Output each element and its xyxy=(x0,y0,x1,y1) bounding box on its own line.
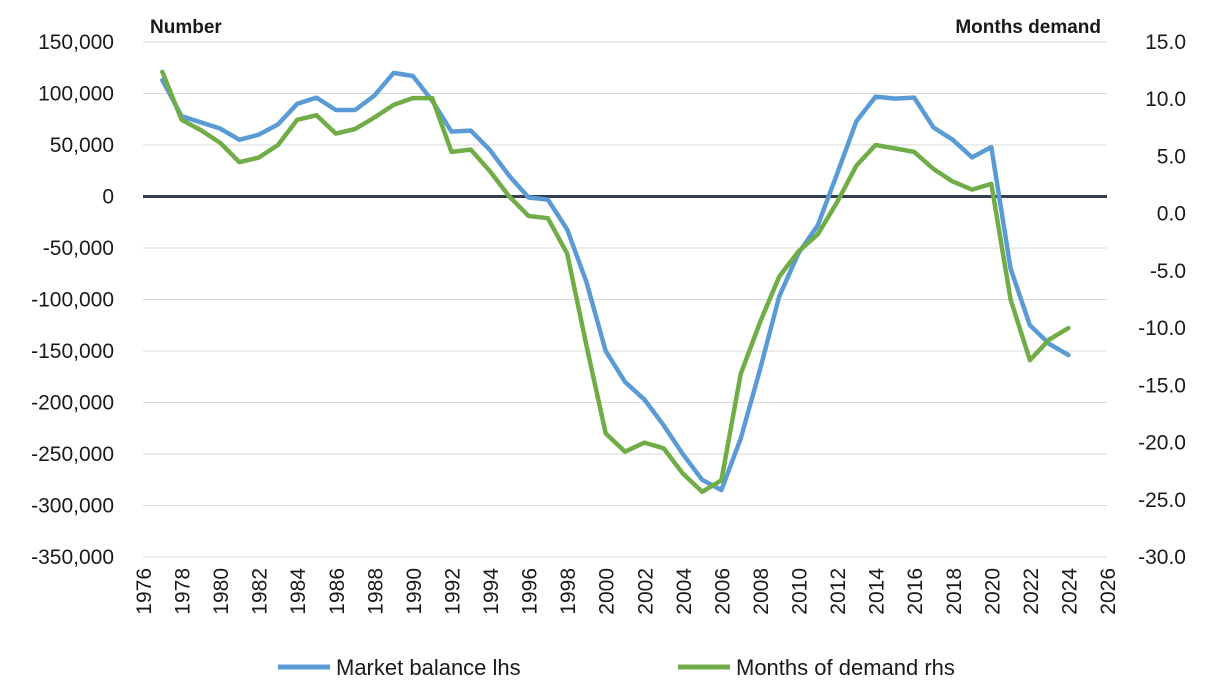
left-tick-label: -50,000 xyxy=(43,237,114,260)
right-tick-label: 15.0 xyxy=(1145,31,1186,54)
series-lines xyxy=(160,69,1071,495)
legend: Market balance lhs Months of demand rhs xyxy=(278,655,955,680)
gridlines xyxy=(143,41,1107,558)
x-tick-label: 1982 xyxy=(249,568,272,615)
x-tick-label: 2008 xyxy=(750,568,773,615)
legend-label-months-demand: Months of demand rhs xyxy=(736,655,955,680)
x-tick-label: 2010 xyxy=(789,568,812,615)
x-tick-label: 1986 xyxy=(326,568,349,615)
left-axis-ticks: 150,000 100,000 50,000 0 -50,000 -100,000 -150… xyxy=(31,31,114,569)
left-tick-label: 0 xyxy=(102,186,114,209)
x-tick-label: 1998 xyxy=(557,568,580,615)
left-tick-label: 50,000 xyxy=(50,134,114,157)
legend-label-market-balance: Market balance lhs xyxy=(336,655,521,680)
x-tick-label: 2016 xyxy=(904,568,927,615)
x-tick-label: 1990 xyxy=(403,568,426,615)
series-line-market-balance xyxy=(160,70,1071,493)
x-tick-label: 1976 xyxy=(133,568,156,615)
right-tick-label: -10.0 xyxy=(1138,317,1186,340)
x-axis-ticks: 1976 1978 1980 1982 1984 1986 1988 1990 1992 1994… xyxy=(133,568,1120,615)
left-tick-label: -350,000 xyxy=(31,546,114,569)
right-axis-ticks: 15.0 10.0 5.0 0.0 -5.0 -10.0 -15.0 -20.0 -25.0 -3… xyxy=(1138,31,1186,569)
right-tick-label: -5.0 xyxy=(1150,260,1186,283)
series-line-months-demand xyxy=(160,69,1071,495)
left-tick-label: -200,000 xyxy=(31,392,114,415)
x-tick-label: 1994 xyxy=(480,568,503,615)
x-tick-label: 2022 xyxy=(1020,568,1043,615)
x-tick-label: 2004 xyxy=(673,568,696,615)
left-tick-label: 100,000 xyxy=(38,83,114,106)
right-tick-label: 0.0 xyxy=(1157,203,1186,226)
left-tick-label: -100,000 xyxy=(31,289,114,312)
x-tick-label: 2006 xyxy=(711,568,734,615)
right-axis-title: Months demand xyxy=(955,17,1101,38)
x-tick-label: 2000 xyxy=(596,568,619,615)
x-tick-label: 2020 xyxy=(981,568,1004,615)
x-tick-label: 1992 xyxy=(441,568,464,615)
right-tick-label: -20.0 xyxy=(1138,432,1186,455)
x-tick-label: 2024 xyxy=(1058,568,1081,615)
right-tick-label: 10.0 xyxy=(1145,88,1186,111)
x-tick-label: 2012 xyxy=(827,568,850,615)
x-tick-label: 1988 xyxy=(364,568,387,615)
right-tick-label: -30.0 xyxy=(1138,546,1186,569)
left-axis-title: Number xyxy=(150,17,222,38)
right-tick-label: 5.0 xyxy=(1157,145,1186,168)
x-tick-label: 1996 xyxy=(519,568,542,615)
left-tick-label: -250,000 xyxy=(31,443,114,466)
x-tick-label: 2014 xyxy=(866,568,889,615)
right-tick-label: -25.0 xyxy=(1138,489,1186,512)
x-tick-label: 2026 xyxy=(1097,568,1120,615)
left-tick-label: 150,000 xyxy=(38,31,114,54)
x-tick-label: 2018 xyxy=(943,568,966,615)
x-tick-label: 1984 xyxy=(287,568,310,615)
x-tick-label: 2002 xyxy=(634,568,657,615)
right-tick-label: -15.0 xyxy=(1138,374,1186,397)
x-tick-label: 1980 xyxy=(210,568,233,615)
left-tick-label: -300,000 xyxy=(31,495,114,518)
left-tick-label: -150,000 xyxy=(31,340,114,363)
x-tick-label: 1978 xyxy=(172,568,195,615)
